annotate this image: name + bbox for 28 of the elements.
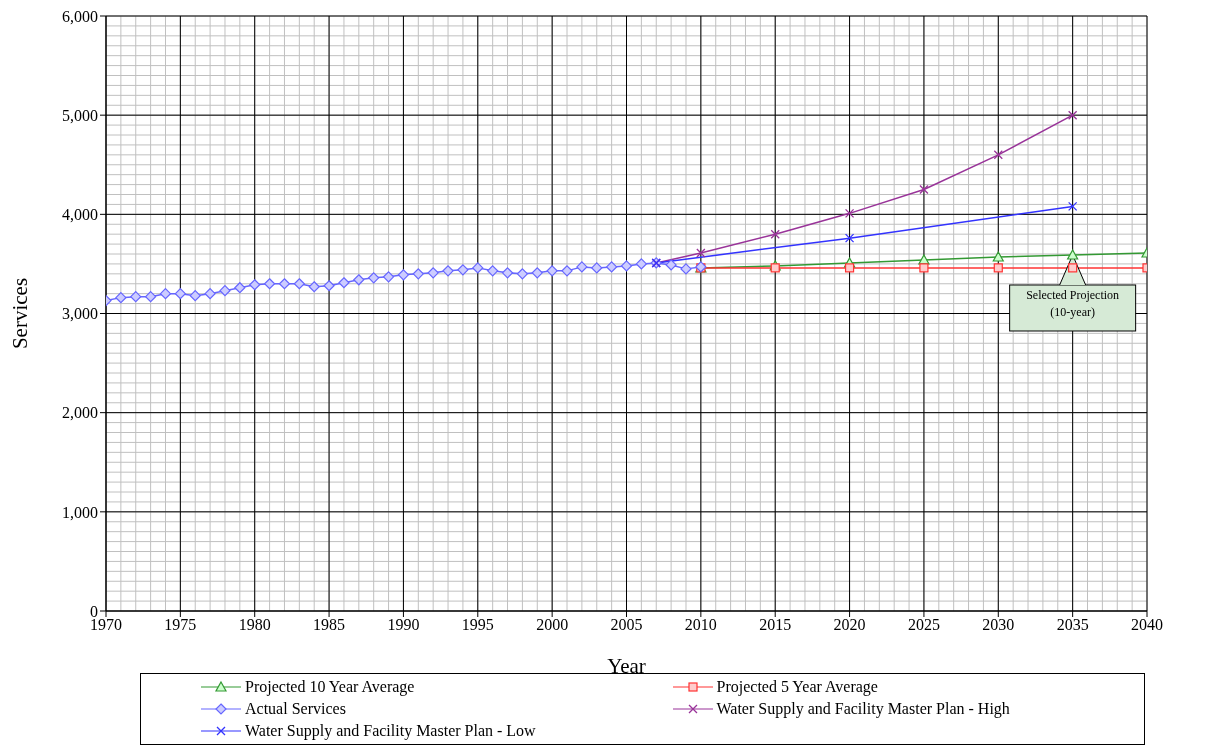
y-tick-label: 6,000 bbox=[62, 7, 98, 25]
y-tick-label: 2,000 bbox=[62, 404, 98, 422]
y-tick-label: 1,000 bbox=[62, 503, 98, 521]
legend-label: Actual Services bbox=[245, 700, 346, 718]
legend-label: Projected 5 Year Average bbox=[716, 678, 878, 696]
x-tick-label: 1995 bbox=[461, 616, 494, 634]
legend-label: Projected 10 Year Average bbox=[245, 678, 415, 696]
y-tick-label: 3,000 bbox=[62, 305, 98, 323]
x-tick-label: 2025 bbox=[907, 616, 940, 634]
x-tick-label: 2040 bbox=[1131, 616, 1163, 634]
x-tick-label: 2035 bbox=[1056, 616, 1089, 634]
annotation: Selected Projection (10-year) bbox=[1026, 287, 1120, 319]
x-tick-label: 1975 bbox=[164, 616, 197, 634]
x-tick-label: 1990 bbox=[387, 616, 420, 634]
y-tick-label: 4,000 bbox=[62, 206, 98, 224]
legend-label: Water Supply and Facility Master Plan - High bbox=[716, 700, 1010, 718]
y-tick-label: 5,000 bbox=[62, 106, 98, 124]
x-axis-title: Year bbox=[607, 654, 646, 678]
x-tick-label: 2030 bbox=[982, 616, 1015, 634]
x-tick-label: 2015 bbox=[759, 616, 792, 634]
x-tick-label: 2010 bbox=[684, 616, 717, 634]
y-axis-title: Services bbox=[8, 277, 33, 350]
x-tick-label: 1985 bbox=[313, 616, 346, 634]
legend-label: Water Supply and Facility Master Plan - Low bbox=[245, 722, 536, 740]
x-tick-label: 1980 bbox=[238, 616, 271, 634]
x-tick-label: 2020 bbox=[833, 616, 866, 634]
x-tick-label: 2005 bbox=[610, 616, 643, 634]
x-tick-label: 2000 bbox=[536, 616, 569, 634]
